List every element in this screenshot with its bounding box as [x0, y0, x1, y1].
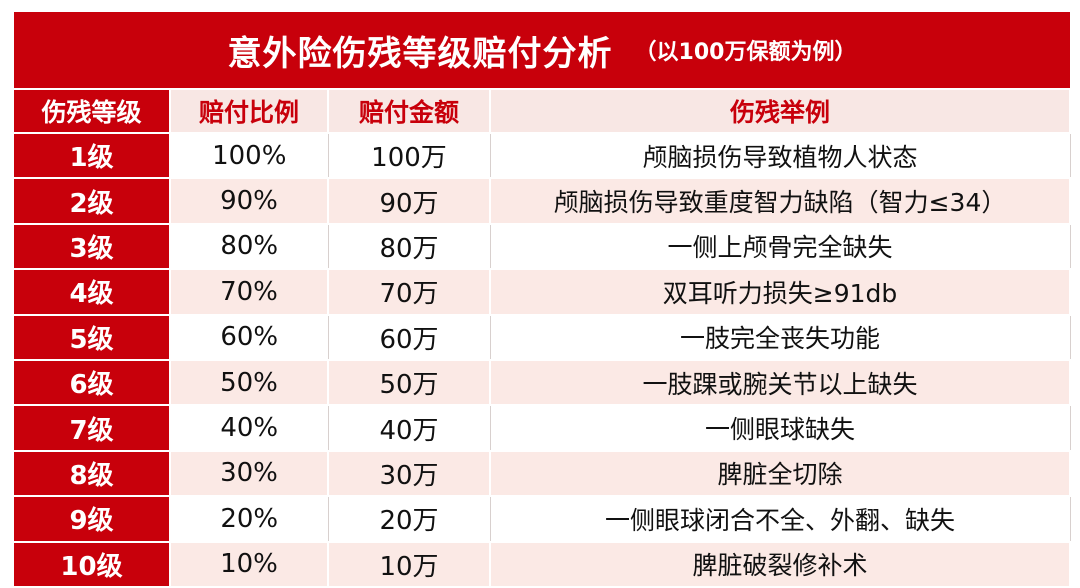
grade-cell: 2级 [14, 178, 171, 225]
ratio-cell: 70% [170, 269, 329, 316]
grade-cell: 6级 [14, 359, 171, 407]
ratio-cell: 80% [170, 223, 329, 271]
table-row: 10级 10% 10万 脾脏破裂修补术 [14, 541, 1071, 588]
grade-cell: 5级 [14, 314, 171, 361]
table-row: 3级 80% 80万 一侧上颅骨完全缺失 [14, 223, 1071, 271]
header-amount: 赔付金额 [328, 90, 491, 134]
amount-cell: 90万 [328, 178, 491, 225]
ratio-cell: 10% [170, 541, 329, 588]
page-title: 意外险伤残等级赔付分析 [227, 33, 613, 74]
table-row: 8级 30% 30万 脾脏全切除 [14, 450, 1071, 498]
grade-cell: 1级 [14, 133, 171, 180]
example-cell: 一侧眼球缺失 [490, 405, 1071, 452]
table-row: 2级 90% 90万 颅脑损伤导致重度智力缺陷（智力≤34） [14, 178, 1071, 225]
amount-cell: 30万 [328, 450, 491, 498]
table-row: 9级 20% 20万 一侧眼球闭合不全、外翻、缺失 [14, 496, 1071, 543]
grade-cell: 7级 [14, 405, 171, 452]
amount-cell: 40万 [328, 405, 491, 452]
grade-cell: 9级 [14, 496, 171, 543]
example-cell: 一侧上颅骨完全缺失 [490, 223, 1071, 271]
amount-cell: 100万 [328, 133, 491, 180]
grade-cell: 4级 [14, 269, 171, 316]
table-row: 7级 40% 40万 一侧眼球缺失 [14, 405, 1071, 452]
example-cell: 一肢完全丧失功能 [490, 314, 1071, 361]
page-subtitle: （以100万保额为例） [634, 40, 857, 65]
ratio-cell: 90% [170, 178, 329, 225]
example-cell: 一肢踝或腕关节以上缺失 [490, 359, 1071, 407]
disability-payout-table-frame: 意外险伤残等级赔付分析 （以100万保额为例） 伤残等级 赔付比例 赔付金额 伤… [14, 12, 1071, 588]
ratio-cell: 20% [170, 496, 329, 543]
example-cell: 一侧眼球闭合不全、外翻、缺失 [490, 496, 1071, 543]
example-cell: 脾脏破裂修补术 [490, 541, 1071, 588]
header-grade: 伤残等级 [14, 90, 171, 134]
amount-cell: 20万 [328, 496, 491, 543]
example-cell: 颅脑损伤导致重度智力缺陷（智力≤34） [490, 178, 1071, 225]
grade-cell: 10级 [14, 541, 171, 588]
title-bar: 意外险伤残等级赔付分析 （以100万保额为例） [14, 12, 1070, 88]
example-cell: 脾脏全切除 [490, 450, 1071, 498]
header-ratio: 赔付比例 [170, 90, 329, 134]
ratio-cell: 40% [170, 405, 329, 452]
example-cell: 颅脑损伤导致植物人状态 [490, 133, 1071, 180]
table-row: 5级 60% 60万 一肢完全丧失功能 [14, 314, 1071, 361]
grade-cell: 8级 [14, 450, 171, 498]
ratio-cell: 100% [170, 133, 329, 180]
grade-cell: 3级 [14, 223, 171, 271]
table-row: 4级 70% 70万 双耳听力损失≥91db [14, 269, 1071, 316]
amount-cell: 10万 [328, 541, 491, 588]
ratio-cell: 30% [170, 450, 329, 498]
table-row: 1级 100% 100万 颅脑损伤导致植物人状态 [14, 133, 1071, 180]
header-example: 伤残举例 [490, 90, 1071, 134]
payout-table: 伤残等级 赔付比例 赔付金额 伤残举例 1级 100% 100万 颅脑损伤导致植… [14, 90, 1071, 588]
ratio-cell: 50% [170, 359, 329, 407]
amount-cell: 80万 [328, 223, 491, 271]
amount-cell: 70万 [328, 269, 491, 316]
amount-cell: 60万 [328, 314, 491, 361]
amount-cell: 50万 [328, 359, 491, 407]
ratio-cell: 60% [170, 314, 329, 361]
table-header-row: 伤残等级 赔付比例 赔付金额 伤残举例 [14, 90, 1071, 134]
table-row: 6级 50% 50万 一肢踝或腕关节以上缺失 [14, 359, 1071, 407]
example-cell: 双耳听力损失≥91db [490, 269, 1071, 316]
